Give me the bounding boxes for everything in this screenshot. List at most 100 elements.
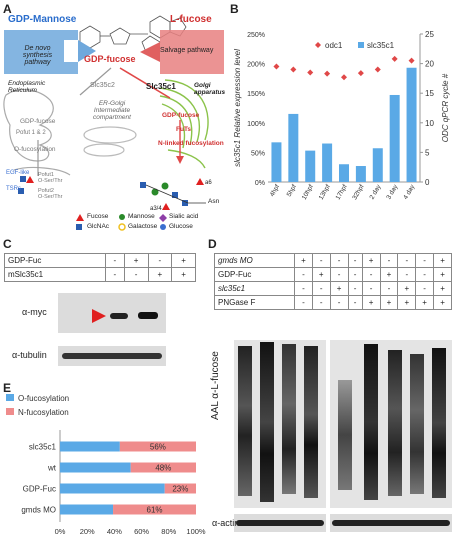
odc1-point xyxy=(374,66,381,73)
odc1-point xyxy=(307,69,314,76)
panel-c-row-label: mSlc35c1 xyxy=(4,267,106,282)
panel-c-condition-table: GDP-Fuc - + - + mSlc35c1- - + + xyxy=(4,253,196,282)
x-tick-label: 17hpf xyxy=(335,183,349,201)
panel-a-diagram: GDP-Mannose L-fucose GDP-fucose De novo … xyxy=(0,0,228,232)
aal-label: AAL α-L-fucose xyxy=(210,351,221,420)
mannose-icon xyxy=(119,214,125,220)
panel-d-cell: - xyxy=(415,253,435,268)
category-label: GDP-Fuc xyxy=(23,485,56,494)
slc35c1-bar xyxy=(322,143,333,182)
o-fuc-bar xyxy=(60,483,165,494)
panel-d-cell: - xyxy=(347,267,363,282)
ser-thr-label-1: O-Ser/Thr xyxy=(38,178,63,184)
legend-slc35c1-label: slc35c1 xyxy=(367,41,395,50)
odc1-point xyxy=(408,57,415,64)
gdp-fucose-label: GDP-fucose xyxy=(84,54,136,64)
panel-b-chart: 0% 50% 100% 150% 200% 250% 0 5 10 15 20 25 4hpf 5hpf 1… xyxy=(230,14,454,234)
slc35c1-bar xyxy=(355,166,366,182)
legend-o-fuc-marker xyxy=(6,394,14,401)
category-label: slc35c1 xyxy=(29,443,57,452)
x-tick-label: 4 day xyxy=(402,183,416,201)
slc35c1-bar xyxy=(339,164,349,182)
panel-label-d: D xyxy=(208,237,217,251)
golgi-label: Golgi apparatus xyxy=(194,82,226,96)
panel-d-cell: + xyxy=(379,295,399,310)
o-fuc-bar xyxy=(60,504,114,515)
x-tick-label: 2 day xyxy=(368,183,382,201)
y-tick-label: 150% xyxy=(247,91,265,98)
panel-d-cell: - xyxy=(294,295,313,310)
n-fuc-bar xyxy=(130,462,196,473)
actin-blot-right xyxy=(330,514,452,532)
panel-d-row-label: PNGase F xyxy=(214,295,295,310)
panel-d-cell: + xyxy=(397,295,417,310)
actin-band-right xyxy=(332,520,450,526)
salvage-label: Salvage pathway xyxy=(160,47,214,54)
o-fuc-bar xyxy=(60,441,120,452)
panel-d-cell: + xyxy=(433,267,452,282)
panel-label-e: E xyxy=(3,381,12,395)
panel-d-cell: + xyxy=(379,267,399,282)
panel-d-cell: + xyxy=(361,253,381,268)
panel-d-row: gmds MO + - - - + - - - + xyxy=(214,253,452,268)
panel-d-row: GDP-Fuc - + - - - + - - + xyxy=(214,267,452,282)
legend-odc1-marker xyxy=(315,42,321,48)
aal-blot-right xyxy=(330,340,452,508)
aal-lane-3 xyxy=(282,344,296,494)
legend-o-fuc-label: O-fucosylation xyxy=(18,394,69,403)
aal-lane-7 xyxy=(388,350,402,496)
panel-d-cell: - xyxy=(415,267,435,282)
panel-d-cell: + xyxy=(294,253,313,268)
ser-thr-label-2: O-Ser/Thr xyxy=(38,194,63,200)
panel-d-cell: - xyxy=(311,253,331,268)
panel-d-cell: - xyxy=(329,267,349,282)
panel-d-cell: - xyxy=(347,295,363,310)
y-tick-label: 50% xyxy=(251,150,265,157)
o-fucosylation-label: O-fucosylation xyxy=(14,146,56,153)
panel-d-row-label: slc35c1 xyxy=(214,281,295,296)
y2-tick-label: 15 xyxy=(425,89,434,98)
panel-d-cell: - xyxy=(361,281,381,296)
aal-lane-8 xyxy=(410,354,424,494)
category-label: wt xyxy=(47,464,57,473)
panel-d-cell: + xyxy=(329,281,349,296)
slc35c1-bar xyxy=(389,94,400,182)
legend-slc35c1-marker xyxy=(358,42,364,48)
panel-d-cell: - xyxy=(347,281,363,296)
y-axis-label: slc35c1 Relative expression level xyxy=(233,49,242,167)
aal-lane-9 xyxy=(432,348,446,498)
x-tick-label: 10hpf xyxy=(301,183,315,201)
panel-e-chart: O-fucosylation N-fucosylation slc35c1 56% wt… xyxy=(0,392,206,542)
y2-axis-label: ODC qPCR cycle # xyxy=(441,73,450,142)
n-fuc-bar xyxy=(119,441,196,452)
actin-band-left xyxy=(236,520,324,526)
tubulin-band xyxy=(62,353,162,359)
legend-fucose: Fucose xyxy=(87,213,109,220)
slc35c2-label: Slc35c2 xyxy=(90,82,115,89)
panel-d-cell: - xyxy=(347,253,363,268)
tubulin-blot xyxy=(58,346,166,366)
odc1-point xyxy=(324,70,331,77)
n-fuc-bar xyxy=(113,504,196,515)
a6-label: a6 xyxy=(205,180,212,186)
aal-lane-2 xyxy=(260,342,274,502)
panel-d-cell: - xyxy=(397,253,417,268)
panel-c-cell: + xyxy=(147,267,173,282)
panel-d-cell: + xyxy=(433,253,452,268)
ergic-label: ER-Golgi Intermediate compartment xyxy=(93,100,131,121)
panel-d-cell: + xyxy=(433,295,452,310)
sialic-acid-icon xyxy=(159,214,167,222)
gdp-mannose-label: GDP-Mannose xyxy=(8,14,77,25)
glcnac-icon xyxy=(76,224,82,230)
gdp-fucose-er-label: GDP-fucose xyxy=(20,118,56,125)
panel-c-row: mSlc35c1- - + + xyxy=(4,267,196,282)
panel-c-row-label: GDP-Fuc xyxy=(4,253,106,268)
pathway-diagram xyxy=(3,15,224,231)
y-tick-label: 250% xyxy=(247,32,265,39)
category-label: gmds MO xyxy=(21,506,56,515)
n-fuc-bar xyxy=(164,483,196,494)
odc1-point xyxy=(391,55,398,62)
odc1-point xyxy=(273,63,280,70)
panel-c-cell: + xyxy=(123,253,149,268)
red-arrow-icon xyxy=(92,309,106,323)
